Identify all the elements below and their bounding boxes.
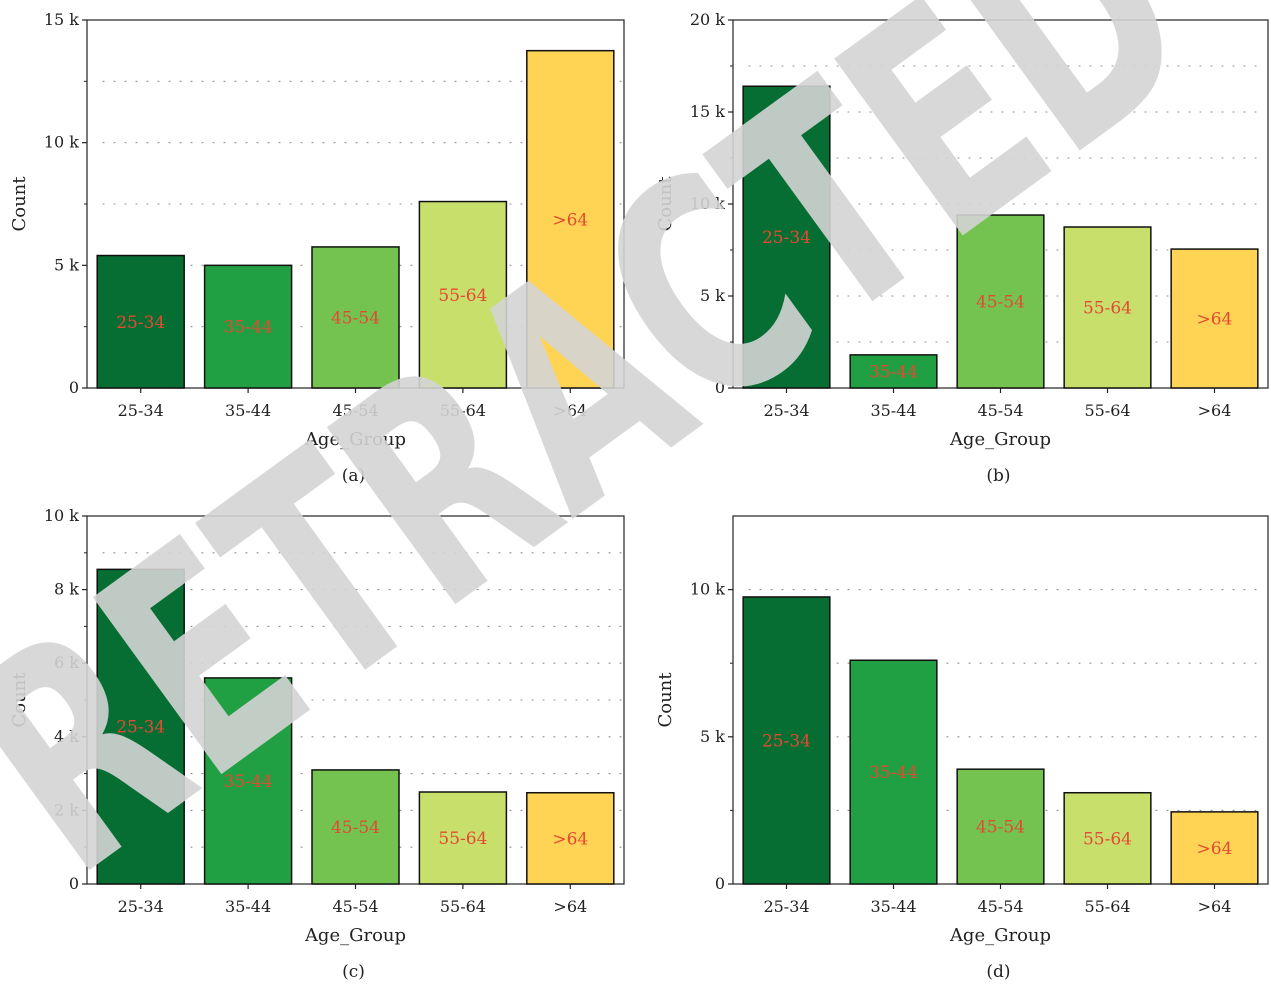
chart-panel: 0 5 k 10 k 15 k 25-34 25-34 35-44 35-44 45-54 45-… [9, 10, 625, 486]
y-tick-label: 10 k [44, 133, 79, 152]
panel-caption: (a) [342, 466, 365, 486]
y-axis-label: Count [655, 176, 676, 232]
y-tick-label: 0 [715, 874, 725, 893]
bar-label: >64 [552, 829, 588, 849]
x-tick-label: 35-44 [870, 897, 916, 916]
bar-label: 25-34 [762, 228, 811, 248]
x-tick-label: 25-34 [118, 401, 164, 420]
y-axis-label: Count [655, 672, 676, 728]
bar-label: 25-34 [762, 731, 811, 751]
bar-label: 55-64 [1083, 299, 1132, 319]
bar-label: 25-34 [116, 313, 165, 333]
x-tick-label: 45-54 [332, 897, 378, 916]
y-tick-label: 0 [69, 378, 79, 397]
y-tick-label: 10 k [690, 580, 725, 599]
bar [311, 246, 400, 389]
bar-label: 35-44 [224, 772, 273, 792]
bar-label: >64 [552, 210, 588, 230]
bar-label: 35-44 [224, 318, 273, 338]
y-tick-label: 10 k [44, 506, 79, 525]
bar-label: 45-54 [331, 818, 380, 838]
y-tick-label: 10 k [690, 194, 725, 213]
y-tick-label: 20 k [690, 10, 725, 29]
x-tick-label: 35-44 [225, 401, 271, 420]
y-tick-label: 6 k [54, 653, 79, 672]
bar-label: 55-64 [438, 286, 487, 306]
x-tick-label: >64 [553, 897, 587, 916]
x-tick-label: 45-54 [977, 401, 1023, 420]
bar-label: 35-44 [869, 362, 918, 382]
y-tick-label: 4 k [54, 727, 79, 746]
x-tick-label: 25-34 [763, 897, 809, 916]
y-tick-label: 15 k [690, 102, 725, 121]
bar-label: 35-44 [869, 763, 918, 783]
x-axis-label: Age_Group [949, 925, 1051, 946]
y-tick-label: 0 [715, 378, 725, 397]
bar [311, 769, 400, 885]
y-tick-label: 5 k [700, 727, 725, 746]
x-tick-label: 45-54 [977, 897, 1023, 916]
bar [849, 659, 938, 885]
panel-caption: (c) [342, 962, 365, 982]
x-tick-label: 25-34 [763, 401, 809, 420]
x-tick-label: 25-34 [118, 897, 164, 916]
x-tick-label: 35-44 [225, 897, 271, 916]
x-axis-label: Age_Group [304, 429, 406, 450]
x-tick-label: 55-64 [440, 897, 486, 916]
y-tick-label: 0 [69, 874, 79, 893]
y-tick-label: 5 k [700, 286, 725, 305]
bar [203, 264, 293, 389]
bar-label: >64 [1197, 839, 1233, 859]
bar [418, 200, 508, 389]
x-tick-label: 55-64 [440, 401, 486, 420]
bar [1170, 248, 1259, 389]
panel-caption: (b) [986, 466, 1010, 486]
bar-label: 45-54 [976, 293, 1025, 313]
bar-label: 55-64 [1083, 829, 1132, 849]
chart-panel: 0 2 k 4 k 6 k 8 k 10 k 25-34 25-34 35-44 35-44 45-… [9, 506, 625, 982]
chart-panel: 0 5 k 10 k 25-34 25-34 35-44 35-44 45-54 45-54 55… [655, 515, 1269, 982]
x-tick-label: 35-44 [870, 401, 916, 420]
x-axis-label: Age_Group [949, 429, 1051, 450]
bar [418, 791, 508, 885]
y-tick-label: 8 k [54, 580, 79, 599]
bar-label: 25-34 [116, 718, 165, 738]
y-axis-label: Count [9, 176, 30, 232]
bar-label: 45-54 [976, 818, 1025, 838]
bar [526, 49, 615, 389]
x-tick-label: >64 [1198, 897, 1232, 916]
charts-layer: 0 5 k 10 k 15 k 25-34 25-34 35-44 35-44 45-54 45-… [9, 10, 1269, 982]
y-tick-label: 5 k [54, 255, 79, 274]
y-tick-label: 15 k [44, 10, 79, 29]
bar [96, 568, 185, 885]
x-tick-label: >64 [553, 401, 587, 420]
y-tick-label: 2 k [54, 800, 79, 819]
bar-label: 55-64 [438, 829, 487, 849]
y-axis-label: Count [9, 672, 30, 728]
bar [742, 596, 831, 885]
x-tick-label: 55-64 [1084, 897, 1130, 916]
bar [1063, 791, 1152, 885]
bar-label: 45-54 [331, 308, 380, 328]
x-axis-label: Age_Group [304, 925, 406, 946]
bar-label: >64 [1197, 310, 1233, 330]
bar [956, 214, 1045, 389]
chart-panel: 0 5 k 10 k 15 k 20 k 25-34 25-34 35-44 35-44 45-5… [655, 10, 1269, 486]
x-tick-label: >64 [1198, 401, 1232, 420]
x-tick-label: 45-54 [332, 401, 378, 420]
x-tick-label: 55-64 [1084, 401, 1130, 420]
panel-caption: (d) [986, 962, 1010, 982]
bar [96, 254, 185, 389]
